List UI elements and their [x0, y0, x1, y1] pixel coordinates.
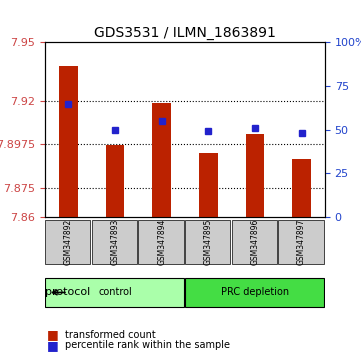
Title: GDS3531 / ILMN_1863891: GDS3531 / ILMN_1863891	[94, 26, 276, 40]
Bar	[106, 145, 125, 217]
FancyBboxPatch shape	[278, 220, 323, 264]
Text: PRC depletion: PRC depletion	[221, 287, 289, 297]
Text: GSM347892: GSM347892	[64, 219, 73, 265]
Text: percentile rank within the sample: percentile rank within the sample	[65, 340, 230, 350]
Text: GSM347896: GSM347896	[251, 219, 260, 265]
Text: GSM347893: GSM347893	[110, 219, 119, 265]
Bar	[152, 103, 171, 217]
Bar	[292, 159, 311, 217]
Text: GSM347897: GSM347897	[297, 219, 306, 265]
Text: control: control	[98, 287, 132, 297]
Bar	[199, 153, 218, 217]
Text: ■: ■	[47, 328, 59, 341]
Text: transformed count: transformed count	[65, 330, 156, 339]
FancyBboxPatch shape	[185, 220, 230, 264]
Text: protocol: protocol	[45, 287, 90, 297]
FancyBboxPatch shape	[232, 220, 277, 264]
FancyBboxPatch shape	[138, 220, 184, 264]
Text: GSM347895: GSM347895	[204, 219, 213, 265]
FancyBboxPatch shape	[185, 278, 324, 307]
FancyBboxPatch shape	[45, 220, 90, 264]
Bar	[59, 66, 78, 217]
FancyBboxPatch shape	[92, 220, 137, 264]
FancyBboxPatch shape	[45, 278, 184, 307]
Bar	[245, 133, 264, 217]
Text: ■: ■	[47, 339, 59, 352]
Text: GSM347894: GSM347894	[157, 219, 166, 265]
